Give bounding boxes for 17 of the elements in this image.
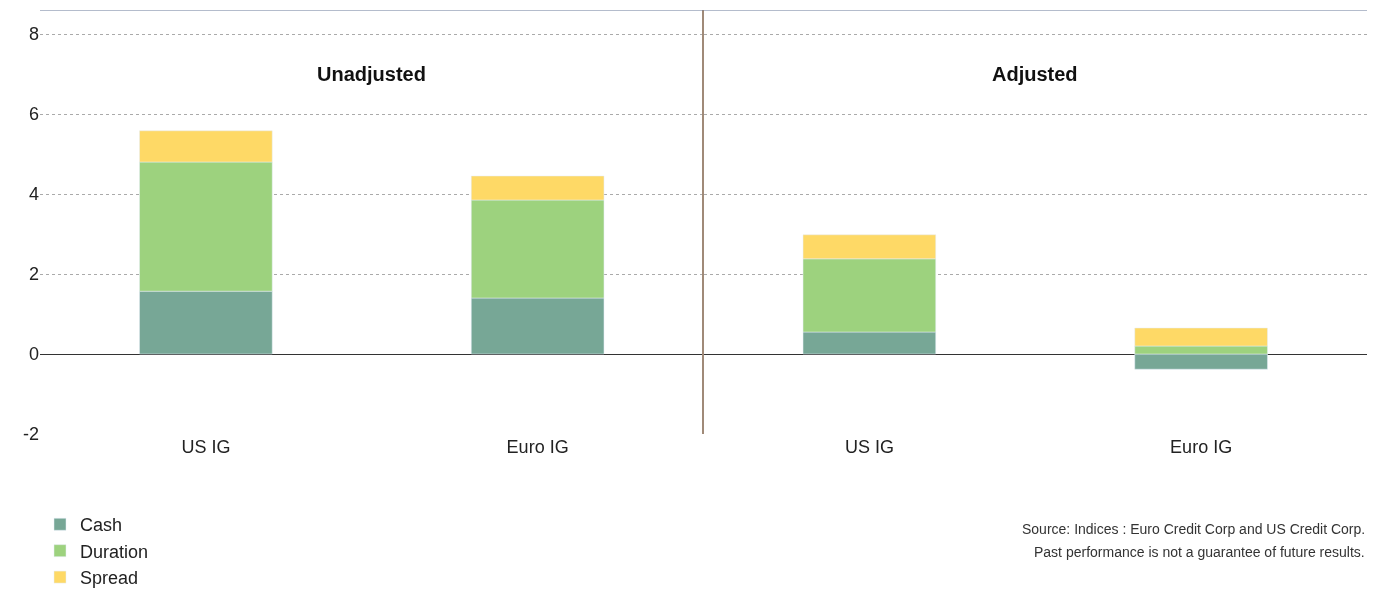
y-tick-label: 8 <box>28 24 39 45</box>
legend-label: Spread <box>80 568 139 589</box>
y-tick-label: 6 <box>28 104 39 125</box>
x-tick-label: US IG <box>844 437 894 457</box>
text: Adjusted <box>992 63 1078 85</box>
legend-label: Cash <box>80 515 123 536</box>
source-note: Source: Indices : Euro Credit Corp and US Credit Corp. <box>1022 521 1366 537</box>
y-tick-label: 2 <box>28 264 39 285</box>
y-tick-label: 4 <box>28 184 39 205</box>
y-tick-label: -2 <box>22 424 39 445</box>
legend-label: Duration <box>80 541 149 562</box>
x-tick-label: US IG <box>181 437 231 457</box>
x-tick-label: Euro IG <box>1170 437 1233 457</box>
text: Past performance is not a guarantee of future results. <box>1034 544 1365 560</box>
x-tick-label: Euro IG <box>506 437 569 457</box>
text: Unadjusted <box>317 63 426 85</box>
y-tick-label: 0 <box>28 344 39 365</box>
